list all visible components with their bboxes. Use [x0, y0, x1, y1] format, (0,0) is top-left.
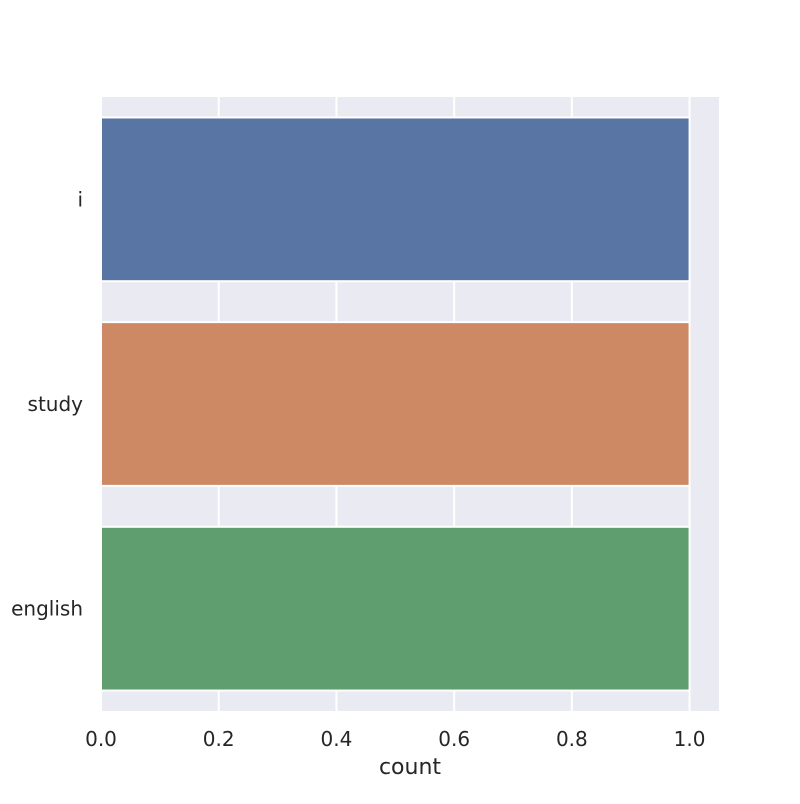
y-tick-label: i	[77, 187, 83, 211]
y-tick-label: english	[11, 597, 83, 621]
bar-english	[100, 525, 691, 692]
y-tick-labels: i study english	[11, 187, 83, 620]
x-tick-label: 0.0	[85, 727, 117, 751]
x-tick-label: 0.2	[203, 727, 235, 751]
y-tick-label: study	[28, 392, 84, 416]
bar-study	[100, 321, 691, 487]
bar-i	[100, 116, 691, 283]
x-tick-label: 0.4	[321, 727, 353, 751]
x-tick-label: 0.6	[438, 727, 470, 751]
x-axis-label: count	[379, 755, 441, 780]
x-tick-label: 1.0	[674, 727, 706, 751]
x-tick-label: 0.8	[556, 727, 588, 751]
x-tick-labels: 0.0 0.2 0.4 0.6 0.8 1.0	[85, 727, 705, 751]
bars	[100, 116, 691, 692]
